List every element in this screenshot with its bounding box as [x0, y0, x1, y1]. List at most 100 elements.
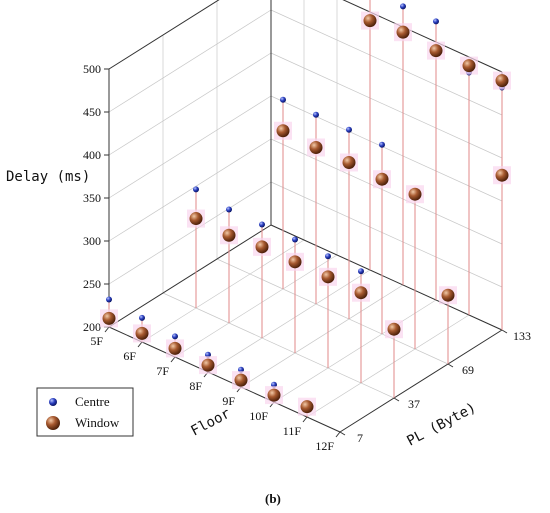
- window-point: [441, 288, 455, 302]
- delay-tick-label: 300: [83, 234, 101, 248]
- centre-point: [193, 186, 199, 193]
- grid-line-floor: [273, 299, 437, 403]
- centre-point: [280, 96, 286, 103]
- grid-line-left-wall: [108, 138, 272, 242]
- window-point: [288, 255, 302, 269]
- centre-point: [313, 111, 319, 118]
- pl-tick-mark: [393, 397, 400, 402]
- z-axis-label: Delay (ms): [6, 169, 90, 185]
- centre-point: [400, 3, 406, 10]
- floor-tick-label: 12F: [315, 439, 334, 453]
- grid-line-floor: [174, 254, 338, 358]
- centre-point: [172, 333, 178, 340]
- legend-label-centre: Centre: [75, 394, 110, 409]
- delay-tick-label: 500: [83, 62, 101, 76]
- floor-tick-mark: [335, 431, 341, 438]
- tick-labels: 200 250 300 350 400 450 500 5F 6F 7F 8F 9F 10F 11F 12F…: [83, 62, 531, 453]
- floor-tick-mark: [302, 416, 308, 423]
- window-point: [375, 172, 389, 186]
- window-point: [462, 59, 476, 73]
- centre-point: [433, 18, 439, 25]
- delay-tick-label: 350: [83, 191, 101, 205]
- floor-tick-label: 8F: [189, 379, 202, 393]
- centre-point: [379, 141, 385, 148]
- grid-line-floor: [207, 269, 371, 373]
- window-point: [189, 212, 203, 226]
- grid-line-floor: [240, 284, 404, 388]
- legend: Centre Window: [36, 387, 134, 437]
- window-point: [255, 240, 269, 254]
- centre-point: [139, 314, 145, 321]
- floor-tick-label: 11F: [283, 424, 302, 438]
- centre-point: [226, 206, 232, 213]
- centre-point: [292, 236, 298, 243]
- grid-line-left-wall: [108, 181, 272, 285]
- delay-tick-label: 400: [83, 148, 101, 162]
- window-point: [495, 74, 509, 88]
- window-point: [309, 140, 323, 154]
- window-point: [396, 25, 410, 39]
- grid-line-right-wall: [270, 138, 503, 245]
- window-point: [102, 311, 116, 325]
- window-point: [387, 322, 401, 336]
- grid-line-left-wall: [108, 52, 272, 156]
- window-point: [222, 228, 236, 242]
- window-point: [267, 388, 281, 402]
- grid-line-right-wall: [270, 52, 503, 159]
- pl-tick-label: 133: [513, 329, 531, 343]
- centre-point: [358, 268, 364, 275]
- grid-line-floor: [162, 292, 395, 399]
- data-marks: [100, 0, 511, 417]
- pl-tick-mark: [339, 431, 346, 436]
- window-point: [234, 373, 248, 387]
- window-point: [321, 270, 335, 284]
- pl-tick-label: 37: [408, 397, 420, 411]
- pl-tick-label: 7: [357, 431, 363, 445]
- window-point: [354, 286, 368, 300]
- pl-tick-label: 69: [462, 363, 474, 377]
- window-point: [168, 341, 182, 355]
- centre-point: [346, 126, 352, 133]
- delay-tick-label: 200: [83, 320, 101, 334]
- centre-point: [325, 253, 331, 260]
- floor-tick-mark: [137, 341, 143, 348]
- floor-tick-label: 6F: [123, 349, 136, 363]
- grid-line-right-wall: [270, 9, 503, 116]
- delay-tick-label: 450: [83, 105, 101, 119]
- grid-line-left-wall: [108, 9, 272, 113]
- pl-axis-line: [339, 329, 503, 433]
- grid-line-floor: [216, 258, 449, 365]
- grid-line-floor: [141, 239, 305, 343]
- legend-marker-centre: [49, 398, 57, 406]
- grid-line-left-wall: [108, 95, 272, 199]
- frame-edge: [108, 224, 272, 328]
- centre-point: [259, 221, 265, 228]
- window-point: [429, 44, 443, 58]
- frame-edge: [108, 0, 220, 70]
- window-point: [363, 14, 377, 28]
- grid-line-left-wall: [108, 0, 220, 70]
- floor-tick-label: 7F: [156, 364, 169, 378]
- window-point: [495, 168, 509, 182]
- delay-tick-label: 250: [83, 277, 101, 291]
- centre-point: [106, 296, 112, 303]
- grid-line-floor: [306, 314, 470, 418]
- frame-edge: [342, 0, 503, 73]
- grid-line-right-wall: [270, 95, 503, 202]
- pl-tick-mark: [447, 363, 454, 368]
- floor-tick-label: 9F: [222, 394, 235, 408]
- window-point: [135, 326, 149, 340]
- floor-tick-mark: [104, 326, 110, 333]
- window-point: [342, 155, 356, 169]
- frame-edge: [270, 224, 503, 331]
- window-point: [201, 358, 215, 372]
- floor-tick-mark: [170, 356, 176, 363]
- window-point: [300, 400, 314, 414]
- window-point: [276, 124, 290, 138]
- legend-label-window: Window: [75, 415, 120, 430]
- window-point: [408, 187, 422, 201]
- floor-tick-label: 10F: [249, 409, 268, 423]
- figure-caption: (b): [265, 491, 281, 506]
- x-axis-label: Floor: [188, 406, 233, 440]
